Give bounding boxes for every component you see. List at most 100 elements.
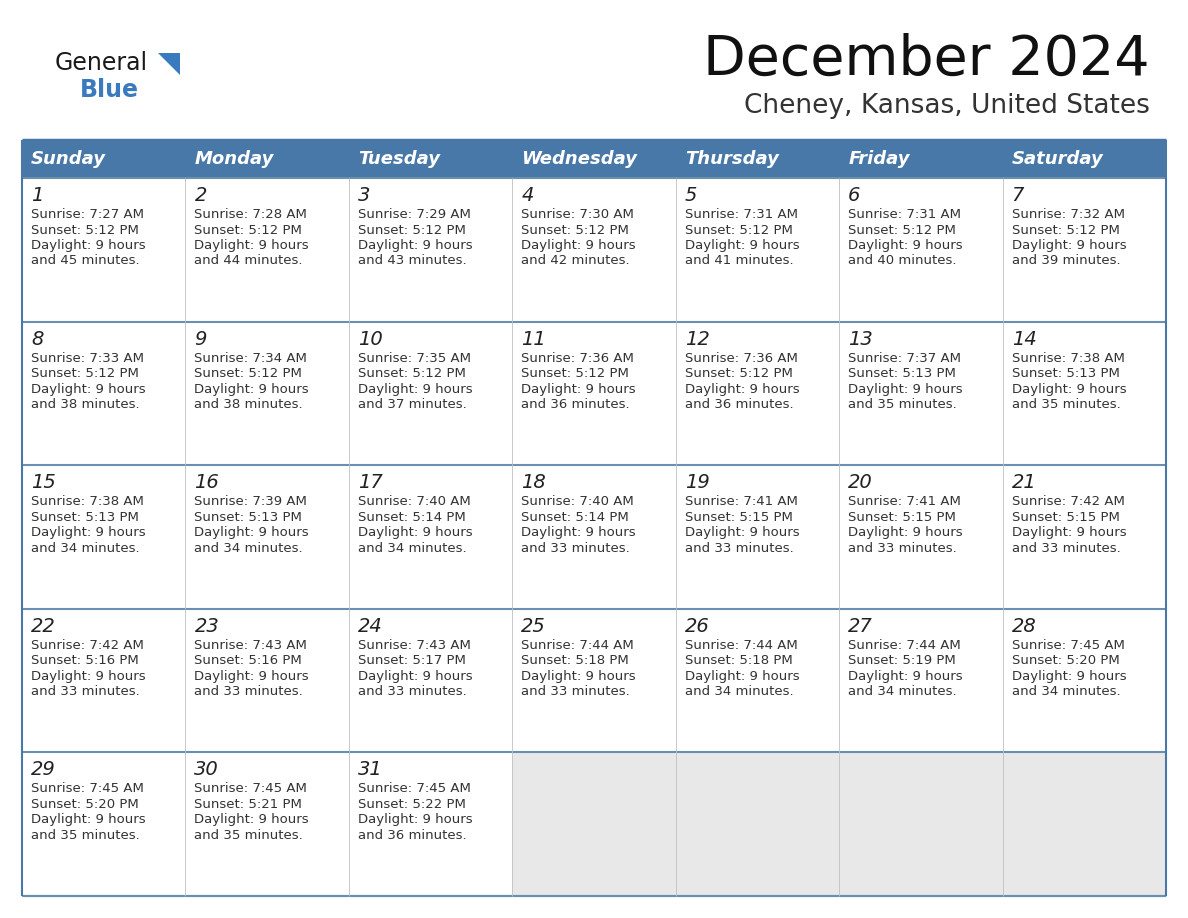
Bar [839,609,1003,753]
Bar [185,178,349,321]
Text: Sunset: 5:14 PM: Sunset: 5:14 PM [522,510,628,523]
Text: 3: 3 [358,186,371,205]
Text: and 35 minutes.: and 35 minutes. [31,829,140,842]
Bar [185,321,349,465]
Text: Daylight: 9 hours: Daylight: 9 hours [1011,383,1126,396]
Text: and 34 minutes.: and 34 minutes. [31,542,140,554]
Text: 14: 14 [1011,330,1036,349]
Text: Daylight: 9 hours: Daylight: 9 hours [1011,670,1126,683]
Bar [512,609,676,753]
Text: Sunrise: 7:40 AM: Sunrise: 7:40 AM [522,495,634,509]
Text: and 35 minutes.: and 35 minutes. [195,829,303,842]
Text: and 37 minutes.: and 37 minutes. [358,398,467,411]
Text: Sunrise: 7:40 AM: Sunrise: 7:40 AM [358,495,470,509]
Text: 27: 27 [848,617,873,636]
Text: and 34 minutes.: and 34 minutes. [848,686,956,699]
Text: Sunset: 5:18 PM: Sunset: 5:18 PM [684,655,792,667]
Text: 22: 22 [31,617,56,636]
Text: 24: 24 [358,617,383,636]
Text: Sunday: Sunday [31,150,106,168]
Text: Sunrise: 7:29 AM: Sunrise: 7:29 AM [358,208,470,221]
Text: Daylight: 9 hours: Daylight: 9 hours [195,239,309,252]
Text: Daylight: 9 hours: Daylight: 9 hours [848,239,962,252]
Text: Sunset: 5:12 PM: Sunset: 5:12 PM [684,367,792,380]
Text: Sunset: 5:20 PM: Sunset: 5:20 PM [1011,655,1119,667]
Text: Sunrise: 7:42 AM: Sunrise: 7:42 AM [1011,495,1125,509]
Text: Sunset: 5:22 PM: Sunset: 5:22 PM [358,798,466,811]
Text: and 38 minutes.: and 38 minutes. [31,398,140,411]
Text: Daylight: 9 hours: Daylight: 9 hours [195,526,309,539]
Text: 16: 16 [195,473,219,492]
Text: 20: 20 [848,473,873,492]
Text: 31: 31 [358,760,383,779]
Text: and 34 minutes.: and 34 minutes. [358,542,467,554]
Bar [23,140,1165,178]
Text: and 45 minutes.: and 45 minutes. [31,254,140,267]
Bar [512,321,676,465]
Text: Daylight: 9 hours: Daylight: 9 hours [522,239,636,252]
Text: Daylight: 9 hours: Daylight: 9 hours [1011,526,1126,539]
Bar [349,609,512,753]
Text: 2: 2 [195,186,207,205]
Text: Sunrise: 7:35 AM: Sunrise: 7:35 AM [358,352,470,364]
Text: 8: 8 [31,330,44,349]
Text: Sunset: 5:13 PM: Sunset: 5:13 PM [31,510,139,523]
Bar [185,609,349,753]
Text: Daylight: 9 hours: Daylight: 9 hours [848,670,962,683]
Text: and 35 minutes.: and 35 minutes. [1011,398,1120,411]
Text: Sunrise: 7:32 AM: Sunrise: 7:32 AM [1011,208,1125,221]
Text: General: General [55,51,148,75]
Text: Sunrise: 7:44 AM: Sunrise: 7:44 AM [684,639,797,652]
Bar [839,321,1003,465]
Text: Sunset: 5:12 PM: Sunset: 5:12 PM [195,367,302,380]
Text: and 43 minutes.: and 43 minutes. [358,254,467,267]
Text: Sunset: 5:17 PM: Sunset: 5:17 PM [358,655,466,667]
Text: Daylight: 9 hours: Daylight: 9 hours [684,526,800,539]
Text: Daylight: 9 hours: Daylight: 9 hours [358,813,473,826]
Text: and 35 minutes.: and 35 minutes. [848,398,956,411]
Text: Blue: Blue [80,78,139,102]
Text: 29: 29 [31,760,56,779]
Text: Friday: Friday [848,150,910,168]
Text: 25: 25 [522,617,546,636]
Bar [1003,178,1165,321]
Text: Sunrise: 7:30 AM: Sunrise: 7:30 AM [522,208,634,221]
Text: Daylight: 9 hours: Daylight: 9 hours [848,383,962,396]
Bar [512,465,676,609]
Bar [185,753,349,896]
Bar [1003,753,1165,896]
Text: 23: 23 [195,617,219,636]
Text: Sunset: 5:12 PM: Sunset: 5:12 PM [358,367,466,380]
Text: Daylight: 9 hours: Daylight: 9 hours [195,813,309,826]
Text: Cheney, Kansas, United States: Cheney, Kansas, United States [744,93,1150,119]
Bar [23,609,185,753]
Text: Daylight: 9 hours: Daylight: 9 hours [195,670,309,683]
Text: December 2024: December 2024 [703,33,1150,87]
Text: 18: 18 [522,473,546,492]
Text: 11: 11 [522,330,546,349]
Bar [349,178,512,321]
Text: Sunset: 5:15 PM: Sunset: 5:15 PM [848,510,956,523]
Text: Daylight: 9 hours: Daylight: 9 hours [358,526,473,539]
Text: and 36 minutes.: and 36 minutes. [522,398,630,411]
Text: 30: 30 [195,760,219,779]
Text: Daylight: 9 hours: Daylight: 9 hours [31,526,146,539]
Text: 13: 13 [848,330,873,349]
Text: Sunrise: 7:42 AM: Sunrise: 7:42 AM [31,639,144,652]
Text: and 36 minutes.: and 36 minutes. [684,398,794,411]
Text: Sunrise: 7:38 AM: Sunrise: 7:38 AM [1011,352,1125,364]
Text: Sunrise: 7:43 AM: Sunrise: 7:43 AM [195,639,308,652]
Bar [1003,465,1165,609]
Text: Sunrise: 7:37 AM: Sunrise: 7:37 AM [848,352,961,364]
Text: Sunset: 5:19 PM: Sunset: 5:19 PM [848,655,956,667]
Text: Sunset: 5:15 PM: Sunset: 5:15 PM [1011,510,1119,523]
Text: Daylight: 9 hours: Daylight: 9 hours [684,239,800,252]
Bar [676,609,839,753]
Text: Sunrise: 7:28 AM: Sunrise: 7:28 AM [195,208,308,221]
Text: Wednesday: Wednesday [522,150,637,168]
Text: 12: 12 [684,330,709,349]
Text: and 36 minutes.: and 36 minutes. [358,829,467,842]
Bar [676,321,839,465]
Text: 15: 15 [31,473,56,492]
Text: Daylight: 9 hours: Daylight: 9 hours [522,670,636,683]
